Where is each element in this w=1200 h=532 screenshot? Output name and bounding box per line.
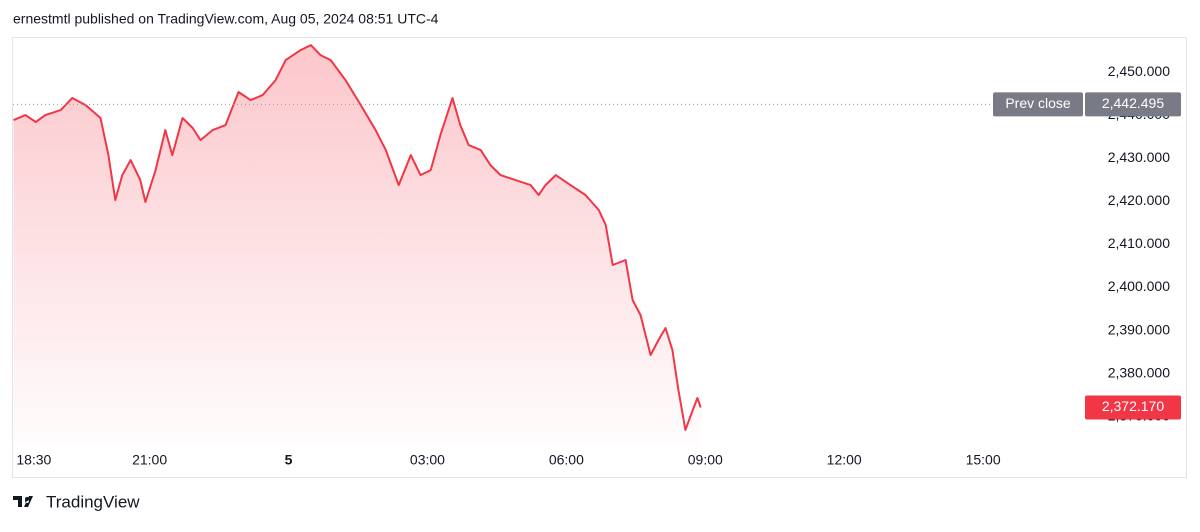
area-fill <box>13 45 701 447</box>
frame <box>12 37 1187 478</box>
header: ernestmtl published on TradingView.com, … <box>13 11 439 27</box>
y-tick-label: 2,390.000 <box>1108 321 1170 337</box>
footer-brand: TradingView <box>46 492 140 511</box>
x-tick-label: 12:00 <box>827 452 862 468</box>
x-tick-label: 21:00 <box>132 452 167 468</box>
x-tick-label: 03:00 <box>410 452 445 468</box>
prev-close-tag <box>993 92 1083 117</box>
y-tick-label: 2,450.000 <box>1108 63 1170 79</box>
logo <box>13 496 33 507</box>
x-tick-label: 09:00 <box>688 452 723 468</box>
y-tick-label: 2,400.000 <box>1108 278 1170 294</box>
prev-close-label: 2,442.495 <box>1102 95 1164 111</box>
last-price-label: 2,372.170 <box>1102 398 1164 414</box>
y-tick-label: 2,380.000 <box>1108 364 1170 380</box>
x-tick-label: 15:00 <box>966 452 1001 468</box>
x-tick-label: 06:00 <box>549 452 584 468</box>
x-tick-label: 18:30 <box>16 452 51 468</box>
x-tick-label: 5 <box>285 452 293 468</box>
y-tick-label: 2,420.000 <box>1108 192 1170 208</box>
price-line <box>13 44 702 431</box>
y-tick-label: 2,430.000 <box>1108 149 1170 165</box>
last-price-box <box>1085 395 1181 420</box>
prev-close-name: Prev close <box>1005 95 1071 111</box>
y-tick-label: 2,410.000 <box>1108 235 1170 251</box>
prev-close-box <box>1085 92 1181 117</box>
